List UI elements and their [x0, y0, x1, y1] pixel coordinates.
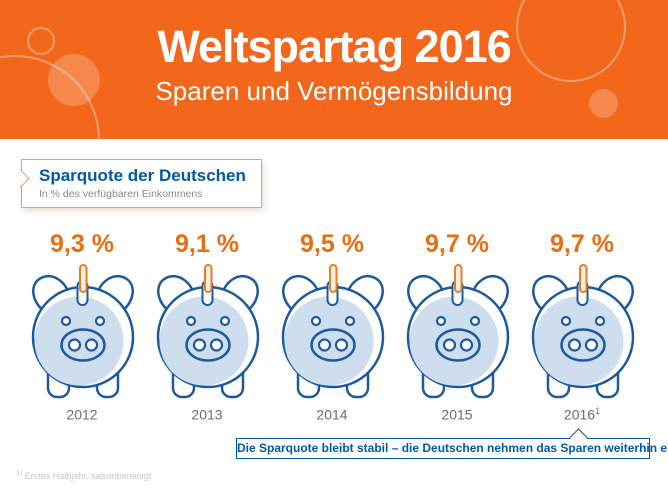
year-text: 2016 [563, 406, 596, 423]
page-subtitle: Sparen und Vermögensbildung [155, 76, 513, 106]
year-label: 2013 [146, 403, 268, 423]
year-text: 2012 [66, 406, 98, 423]
year-column-2014: 9,5 % 2014 [271, 229, 393, 423]
header-banner: Weltspartag 2016 Sparen und Vermögensbil… [0, 0, 668, 139]
footnote: 1) Erstes Halbjahr, saisonbereinigt [16, 470, 151, 481]
year-label: 2015 [396, 403, 518, 423]
year-text: 2013 [191, 406, 223, 423]
piggy-bank-icon [281, 263, 385, 399]
savings-rate-value: 9,5 % [300, 230, 364, 258]
pictogram-chart: 9,3 % 2012 9,1 % 2013 9,5 % 2014 9,7 % 2… [21, 229, 643, 423]
chart-unit-label: In % des verfügbaren Einkommens [39, 188, 203, 200]
savings-rate-value: 9,3 % [50, 230, 114, 258]
piggy-bank-icon [156, 263, 260, 399]
year-label: 2014 [271, 403, 393, 423]
page-title: Weltspartag 2016 [157, 21, 511, 72]
year-footnote-marker: 1 [595, 406, 601, 416]
footnote-marker: 1) [16, 470, 23, 477]
year-text: 2014 [316, 406, 348, 423]
notch-icon [11, 169, 30, 188]
savings-rate-value: 9,1 % [175, 230, 239, 258]
conclusion-callout: Die Sparquote bleibt stabil – die Deutsc… [236, 428, 668, 459]
piggy-bank-icon [406, 263, 510, 399]
conclusion-text: Die Sparquote bleibt stabil – die Deutsc… [237, 441, 668, 455]
footnote-text: Erstes Halbjahr, saisonbereinigt [22, 471, 152, 481]
decor-circle-icon [27, 27, 55, 55]
chart-title: Sparquote der Deutschen [39, 166, 246, 185]
decor-circle-icon [589, 89, 618, 118]
year-column-2015: 9,7 % 2015 [396, 229, 518, 423]
year-column-2016: 9,7 % 20161 [521, 229, 643, 423]
chart-title-box: Sparquote der Deutschen In % des verfügb… [11, 159, 262, 208]
year-column-2012: 9,3 % 2012 [21, 229, 143, 423]
year-text: 2015 [441, 406, 473, 423]
piggy-bank-icon [531, 263, 635, 399]
savings-rate-value: 9,7 % [550, 230, 614, 258]
piggy-bank-icon [31, 263, 135, 399]
year-label: 20161 [521, 403, 643, 423]
year-label: 2012 [21, 403, 143, 423]
savings-rate-value: 9,7 % [425, 230, 489, 258]
year-column-2013: 9,1 % 2013 [146, 229, 268, 423]
